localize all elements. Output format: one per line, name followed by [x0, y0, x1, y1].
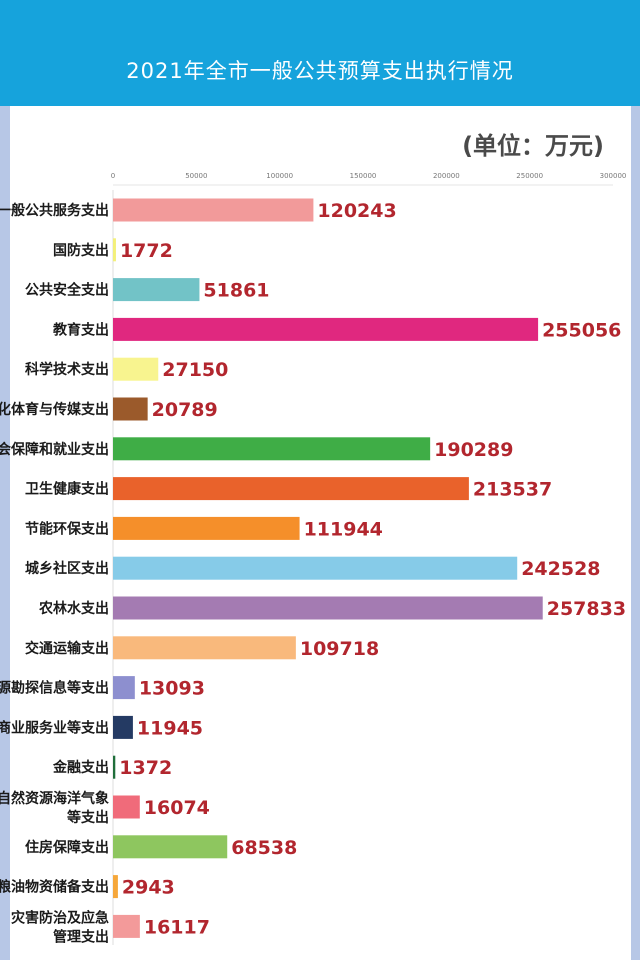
category-label: 农林水支出 — [38, 600, 109, 617]
category-label: 资源勘探信息等支出 — [0, 680, 109, 697]
value-label: 16117 — [144, 916, 210, 938]
header-banner: 2021年全市一般公共预算支出执行情况 — [0, 0, 640, 106]
category-label: 灾害防治及应急 — [11, 909, 109, 926]
category-label: 科学技术支出 — [25, 361, 109, 378]
category-label: 等支出 — [67, 809, 109, 826]
bar — [113, 278, 200, 302]
value-label: 190289 — [434, 439, 513, 461]
category-label: 国防支出 — [53, 242, 109, 259]
category-label: 社会保障和就业支出 — [0, 441, 109, 458]
category-label: 自然资源海洋气象 — [0, 790, 109, 807]
bar — [113, 636, 296, 660]
category-label: 卫生健康支出 — [25, 481, 109, 498]
bar — [113, 397, 148, 421]
bar — [113, 755, 116, 779]
value-label: 51861 — [203, 280, 269, 302]
value-label: 255056 — [542, 319, 621, 341]
category-label: 教育支出 — [53, 321, 109, 338]
value-label: 111944 — [304, 518, 383, 540]
value-label: 13093 — [139, 678, 205, 700]
category-label: 城乡社区支出 — [25, 560, 109, 577]
value-label: 20789 — [152, 399, 218, 421]
value-label: 242528 — [521, 558, 600, 580]
bar — [113, 596, 543, 620]
bar — [113, 357, 159, 381]
x-tick-label: 200000 — [433, 172, 460, 180]
unit-label: (单位：万元) — [462, 132, 604, 160]
bar — [113, 875, 118, 899]
category-label: 一般公共服务支出 — [0, 202, 109, 219]
x-tick-label: 100000 — [266, 172, 293, 180]
value-label: 1772 — [120, 240, 173, 262]
left-border — [0, 106, 10, 960]
category-label: 金融支出 — [52, 759, 109, 776]
page-title: 2021年全市一般公共预算支出执行情况 — [126, 59, 514, 83]
x-tick-label: 150000 — [350, 172, 377, 180]
x-tick-label: 0 — [111, 172, 115, 180]
category-label: 商业服务业等支出 — [0, 719, 109, 736]
value-label: 68538 — [231, 837, 297, 859]
x-tick-label: 50000 — [185, 172, 207, 180]
category-label: 住房保障支出 — [25, 839, 109, 856]
value-label: 213537 — [473, 479, 552, 501]
bar — [113, 437, 431, 461]
bar — [113, 238, 116, 262]
bar — [113, 795, 140, 819]
bar — [113, 477, 469, 501]
category-label: 管理支出 — [53, 928, 109, 945]
value-label: 1372 — [119, 757, 172, 779]
category-label: 节能环保支出 — [25, 520, 109, 537]
bar — [113, 556, 518, 580]
value-label: 109718 — [300, 638, 379, 660]
value-label: 2943 — [122, 877, 175, 899]
category-label: 粮油物资储备支出 — [0, 879, 109, 896]
bar — [113, 676, 135, 700]
value-label: 16074 — [144, 797, 210, 819]
x-tick-label: 300000 — [600, 172, 627, 180]
bar — [113, 914, 140, 938]
bar — [113, 835, 228, 859]
x-tick-label: 250000 — [516, 172, 543, 180]
value-label: 27150 — [162, 359, 228, 381]
bar — [113, 198, 314, 222]
value-label: 257833 — [547, 598, 626, 620]
right-border — [631, 106, 640, 960]
category-label: 文化体育与传媒支出 — [0, 401, 109, 418]
value-label: 11945 — [137, 717, 203, 739]
value-label: 120243 — [317, 200, 396, 222]
bar — [113, 317, 539, 341]
bar — [113, 516, 300, 540]
category-label: 交通运输支出 — [25, 640, 109, 657]
category-label: 公共安全支出 — [25, 282, 109, 299]
bar — [113, 715, 133, 739]
